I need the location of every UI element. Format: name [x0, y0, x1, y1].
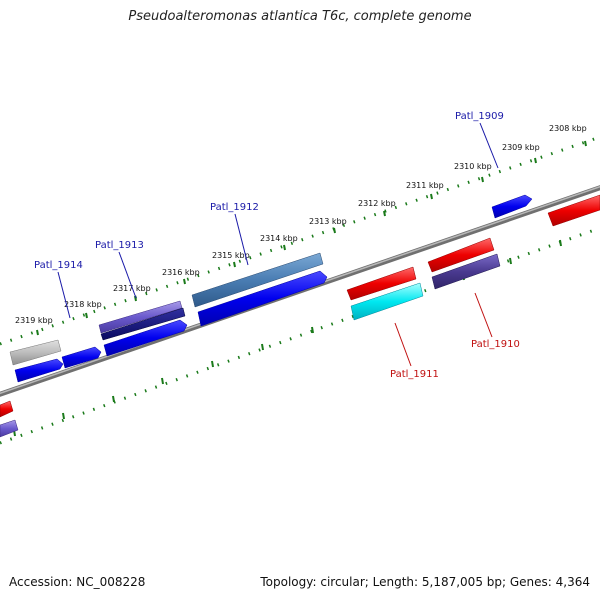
kbp-label-2314: 2314 kbp	[260, 234, 298, 243]
forward-major-ticks	[36, 140, 587, 336]
gene-patl-1913[interactable]	[98, 300, 183, 334]
gene-lavender-left-edge[interactable]	[0, 419, 19, 438]
kbp-label-2316: 2316 kbp	[162, 268, 200, 277]
gene-blue-2314[interactable]	[197, 270, 328, 327]
kbp-label-2312: 2312 kbp	[358, 199, 396, 208]
gene-patl-1911[interactable]	[350, 282, 424, 321]
label-leaders	[57, 122, 499, 367]
genome-stats-text: Topology: circular; Length: 5,187,005 bp…	[260, 575, 590, 589]
gene-right-edge-red[interactable]	[547, 194, 600, 227]
gene-patl-1910[interactable]	[431, 253, 501, 290]
kbp-label-2317: 2317 kbp	[113, 284, 151, 293]
gene-blue-2309[interactable]	[491, 194, 533, 219]
accession-text: Accession: NC_008228	[9, 575, 146, 589]
gene-patl-1912[interactable]	[191, 252, 324, 308]
gene-gray-2319[interactable]	[9, 339, 62, 366]
gene-red-left-edge[interactable]	[0, 400, 14, 418]
forward-tick-track	[0, 135, 600, 346]
kbp-label-2310: 2310 kbp	[454, 162, 492, 171]
gene-label-patl-1913[interactable]: Patl_1913	[95, 240, 144, 251]
kbp-label-2311: 2311 kbp	[406, 181, 444, 190]
gene-label-patl-1912[interactable]: Patl_1912	[210, 202, 259, 213]
kbp-label-2318: 2318 kbp	[64, 300, 102, 309]
gene-red-2312[interactable]	[346, 266, 417, 301]
gene-label-patl-1909[interactable]: Patl_1909	[455, 111, 504, 122]
forward-genes	[9, 194, 600, 383]
kbp-label-2313: 2313 kbp	[309, 217, 347, 226]
reverse-genes	[0, 237, 501, 438]
kbp-label-2309: 2309 kbp	[502, 143, 540, 152]
kbp-label-2308: 2308 kbp	[549, 124, 587, 133]
gene-label-patl-1911[interactable]: Patl_1911	[390, 369, 439, 380]
gene-label-patl-1910[interactable]: Patl_1910	[471, 339, 520, 350]
gene-blue-2319[interactable]	[14, 358, 64, 383]
map-title: Pseudoalteromonas atlantica T6c, complet…	[128, 9, 472, 24]
gene-patl-1910-red[interactable]	[427, 237, 495, 273]
kbp-label-2315: 2315 kbp	[212, 251, 250, 260]
gene-patl-1914[interactable]	[61, 346, 102, 369]
gene-blue-2317[interactable]	[103, 319, 188, 357]
gene-label-patl-1914[interactable]: Patl_1914	[34, 260, 83, 271]
kbp-label-2319: 2319 kbp	[15, 316, 53, 325]
gene-patl-1913-dark[interactable]	[100, 307, 186, 341]
